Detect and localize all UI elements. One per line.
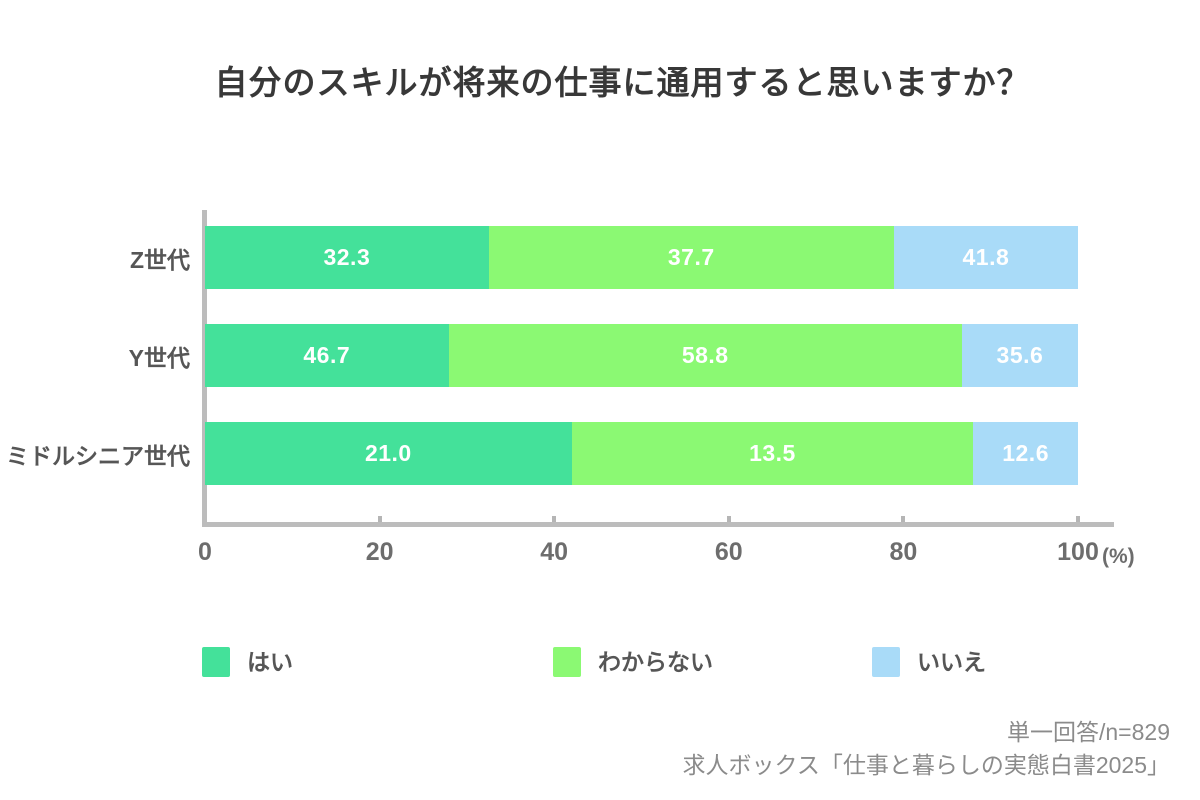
x-axis-tick bbox=[901, 516, 906, 522]
x-axis-tick bbox=[1076, 516, 1080, 522]
footer-source: 求人ボックス「仕事と暮らしの実態白書2025」 bbox=[682, 752, 1170, 778]
legend-label: いいえ bbox=[917, 649, 986, 675]
stacked-bar: 21.0 13.5 12.6 bbox=[205, 422, 1078, 485]
legend-label: はい bbox=[247, 649, 293, 675]
bar-value-label: 46.7 bbox=[303, 342, 351, 368]
legend: はい わからない いいえ bbox=[0, 0, 1200, 677]
bar-segment: 37.7 bbox=[488, 226, 894, 289]
category-label: ミドルシニア世代 bbox=[6, 442, 190, 469]
x-axis-tick-label: 80 bbox=[889, 538, 918, 566]
category-label: Z世代 bbox=[129, 246, 190, 273]
bar-value-label: 21.0 bbox=[364, 440, 412, 466]
x-axis-tick bbox=[552, 516, 557, 522]
stacked-bar: 46.7 58.8 35.6 bbox=[205, 324, 1078, 387]
plot-area: (%) Z世代 32.3 37.7 41.8 Y世代 46.7 58.8 35.6 ミドルシニア… bbox=[6, 210, 1135, 568]
stacked-bar: 32.3 37.7 41.8 bbox=[205, 226, 1078, 289]
bar-value-label: 32.3 bbox=[323, 244, 371, 270]
axis-unit-label: (%) bbox=[1102, 545, 1135, 568]
bar-value-label: 12.6 bbox=[1002, 440, 1049, 466]
x-axis-line bbox=[202, 522, 1114, 527]
legend-swatch bbox=[202, 647, 230, 677]
footer-answer-type: 単一回答/n=829 bbox=[1007, 719, 1170, 745]
legend-item: わからない bbox=[553, 647, 713, 677]
bar-segment: 32.3 bbox=[205, 226, 489, 289]
bar-value-label: 41.8 bbox=[962, 244, 1010, 270]
x-axis-tick-label: 60 bbox=[714, 538, 743, 566]
y-axis-line bbox=[202, 210, 207, 527]
bar-value-label: 58.8 bbox=[681, 342, 729, 368]
chart-title: 自分のスキルが将来の仕事に通用すると思いますか？ bbox=[214, 64, 1031, 101]
bar-segment: 35.6 bbox=[961, 324, 1078, 387]
x-axis-tick-label: 20 bbox=[365, 538, 394, 566]
x-axis-tick bbox=[377, 516, 382, 522]
bar-segment: 12.6 bbox=[973, 422, 1078, 485]
category-label: Y世代 bbox=[128, 344, 190, 371]
x-axis-tick-label: 100 bbox=[1057, 538, 1099, 566]
legend-item: いいえ bbox=[872, 647, 986, 677]
bar-segment: 46.7 bbox=[205, 324, 449, 387]
bar-value-label: 13.5 bbox=[749, 440, 796, 466]
bar-segment: 13.5 bbox=[571, 422, 974, 485]
legend-item: はい bbox=[202, 647, 293, 677]
legend-swatch bbox=[553, 647, 581, 677]
x-axis-tick-label: 40 bbox=[540, 538, 569, 566]
bar-value-label: 37.7 bbox=[667, 244, 715, 270]
legend-label: わからない bbox=[598, 649, 713, 675]
legend-swatch bbox=[872, 647, 900, 677]
x-axis-tick-label: 0 bbox=[198, 538, 212, 566]
bar-segment: 41.8 bbox=[893, 226, 1078, 289]
bar-value-label: 35.6 bbox=[996, 342, 1044, 368]
bar-segment: 21.0 bbox=[205, 422, 572, 485]
bar-segment: 58.8 bbox=[448, 324, 962, 387]
x-axis-tick bbox=[726, 516, 731, 522]
source-note: 単一回答/n=829 求人ボックス「仕事と暮らしの実態白書2025」 bbox=[683, 716, 1170, 782]
